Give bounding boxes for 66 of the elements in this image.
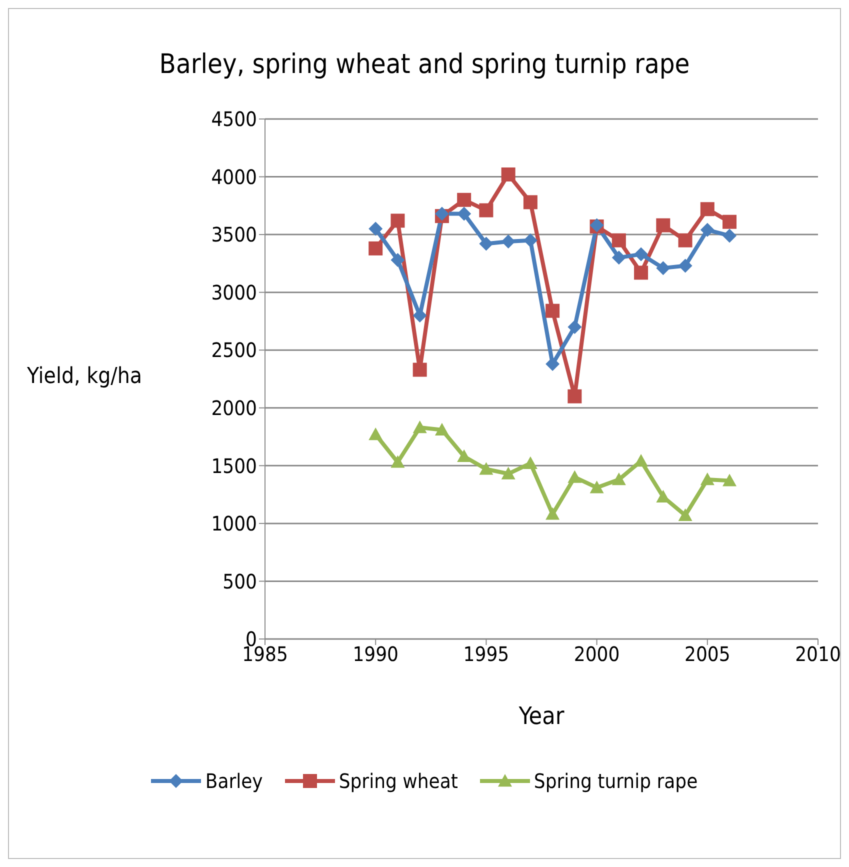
y-tick-label: 3500 xyxy=(211,222,257,247)
y-tick-label: 1500 xyxy=(211,454,257,478)
point xyxy=(722,474,737,486)
x-axis-title: Year xyxy=(518,702,564,730)
point xyxy=(390,214,405,228)
point xyxy=(678,233,692,248)
point xyxy=(434,422,449,436)
point xyxy=(523,195,538,210)
y-tick-label: 4000 xyxy=(211,164,257,189)
point xyxy=(722,228,737,243)
y-axis-title: Yield, kg/ha xyxy=(27,364,142,389)
point xyxy=(368,222,383,236)
point xyxy=(612,472,626,486)
point xyxy=(457,449,472,462)
point xyxy=(568,470,582,483)
point xyxy=(434,206,449,221)
y-tick-label: 3000 xyxy=(211,280,257,304)
point xyxy=(612,250,626,265)
point xyxy=(368,241,383,256)
chart-title: Barley, spring wheat and spring turnip rape xyxy=(158,48,691,82)
point xyxy=(634,454,648,467)
point xyxy=(634,266,648,280)
point xyxy=(656,218,670,232)
legend-label: Spring wheat xyxy=(338,769,458,793)
y-tick-label: 2500 xyxy=(211,338,257,362)
point xyxy=(634,247,648,262)
point xyxy=(390,252,405,267)
point xyxy=(501,234,516,248)
y-tick-label: 4500 xyxy=(211,107,257,132)
y-tick-label: 1000 xyxy=(211,512,257,536)
x-tick-label: 1990 xyxy=(352,642,398,666)
point xyxy=(700,222,714,237)
point xyxy=(700,472,714,486)
x-tick-label: 1995 xyxy=(463,642,510,666)
point xyxy=(501,466,516,480)
y-tick-label: 500 xyxy=(222,569,257,594)
point xyxy=(656,261,670,276)
point xyxy=(523,233,538,248)
x-tick-label: 2010 xyxy=(795,642,841,666)
point xyxy=(546,356,560,371)
point xyxy=(700,202,714,216)
x-tick-label: 2000 xyxy=(574,642,620,666)
point xyxy=(546,507,560,520)
point xyxy=(479,236,494,251)
point xyxy=(457,192,472,207)
point xyxy=(568,389,582,404)
point xyxy=(368,427,383,440)
point xyxy=(479,462,494,475)
point xyxy=(568,320,582,334)
point xyxy=(412,420,427,434)
point xyxy=(501,167,516,182)
y-tick-label: 2000 xyxy=(211,396,257,420)
point xyxy=(479,203,494,218)
point xyxy=(678,258,692,273)
point xyxy=(612,233,626,248)
point xyxy=(457,206,472,221)
legend-label: Spring turnip rape xyxy=(534,769,698,793)
legend-label: Barley xyxy=(205,769,263,793)
x-tick-label: 2005 xyxy=(684,642,730,666)
point xyxy=(678,508,692,521)
point xyxy=(546,304,560,318)
point xyxy=(590,480,604,494)
point xyxy=(722,214,737,229)
point xyxy=(412,362,427,377)
point xyxy=(390,455,405,468)
point xyxy=(523,456,538,469)
